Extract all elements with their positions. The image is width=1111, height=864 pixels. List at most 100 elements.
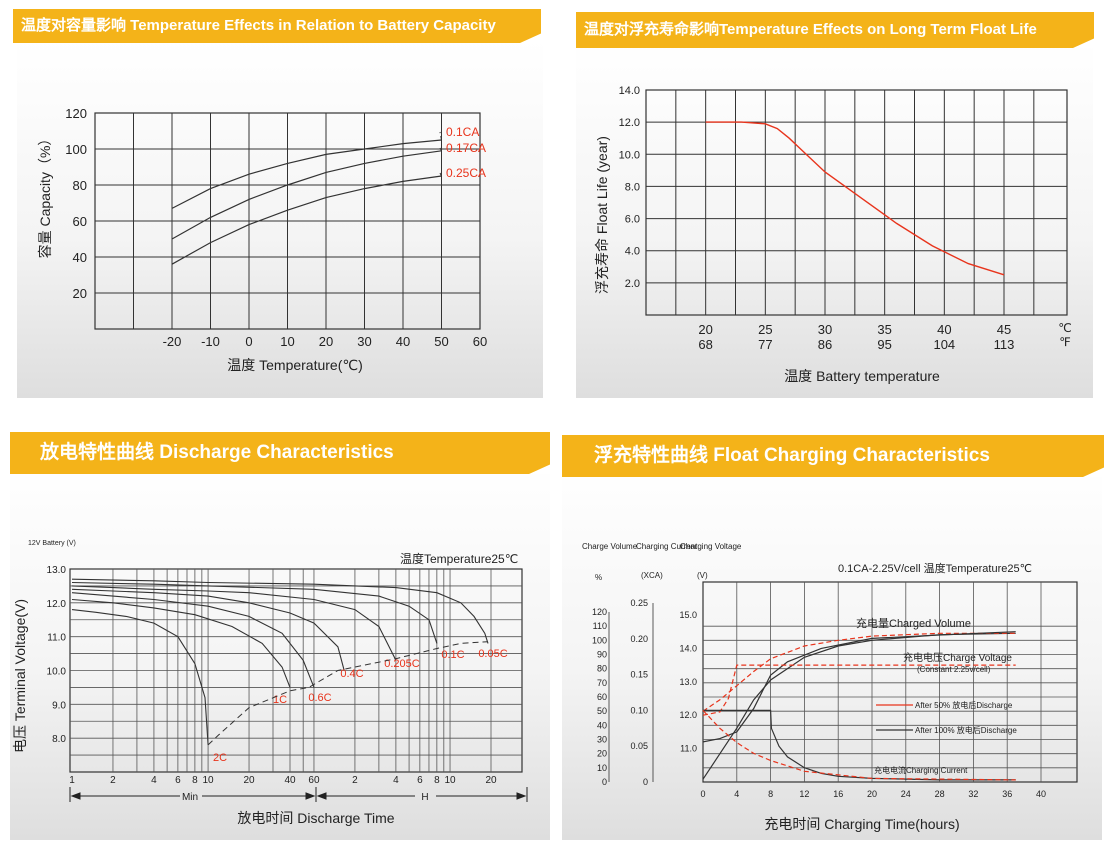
col1-label: Charge Volume <box>582 542 638 551</box>
col3-unit: (V) <box>697 571 708 580</box>
capacity-series-dash <box>439 172 442 177</box>
float-charging-chart-title: 浮充特性曲线 Float Charging Characteristics <box>562 435 1104 477</box>
charging-voltage-tick: 14.0 <box>679 643 697 653</box>
float-life-x-tick-c: 20 <box>698 322 712 337</box>
capacity-x-tick: 30 <box>357 334 371 349</box>
charging-voltage-tick: 11.0 <box>680 744 697 754</box>
capacity-x-label: 温度 Temperature(℃) <box>227 357 363 373</box>
float-charging-plot-frame <box>702 581 1078 783</box>
charge-volume-tick: 90 <box>597 650 607 660</box>
discharge-series-line <box>71 592 315 688</box>
discharge-x-tick: 4 <box>151 775 157 786</box>
capacity-y-tick: 20 <box>73 286 87 301</box>
float-life-x-unit-f: ℉ <box>1059 335 1070 349</box>
discharge-series-line <box>71 578 489 644</box>
capacity-chart-title: 温度对容量影响 Temperature Effects in Relation … <box>13 9 541 43</box>
discharge-series-line <box>71 609 209 745</box>
float-charging-x-tick: 24 <box>901 789 911 799</box>
float-charging-series-line <box>702 632 1016 780</box>
discharge-x-tick: 20 <box>243 775 255 786</box>
discharge-series-line <box>71 598 291 688</box>
float-charging-x-tick: 32 <box>968 789 978 799</box>
charging-current-tick: 0.10 <box>630 705 648 715</box>
annotation-charging-current: 充电电流Charging Current <box>874 765 968 775</box>
float-life-y-tick: 2.0 <box>625 278 640 290</box>
discharge-time-arrows <box>69 787 528 802</box>
capacity-y-label: 容量 Capacity（%） <box>37 132 53 259</box>
discharge-min-label: Min <box>182 792 198 803</box>
float-charging-x-tick: 20 <box>867 789 877 799</box>
float-life-x-tick-f: 68 <box>698 337 712 352</box>
capacity-series-dash <box>439 131 442 141</box>
discharge-h-label: H <box>421 792 428 803</box>
capacity-series-label: 0.25CA <box>446 166 486 180</box>
float-life-y-tick: 10.0 <box>619 149 640 161</box>
float-life-chart: 20 25 30 35 40 45 68 77 86 95 104 113 2.0 4.0 6.0 8.0 10… <box>594 85 1072 384</box>
annotation-charge-voltage: 充电电压Charge Voltage <box>903 651 1012 664</box>
float-charging-series-line <box>703 709 1016 781</box>
discharge-series-label: 1C <box>273 694 287 706</box>
capacity-chart: -20 -10 0 10 20 30 40 50 60 20 40 60 80 100 120 0.1CA 0… <box>37 106 487 373</box>
float-life-y-tick: 12.0 <box>619 117 640 129</box>
discharge-x-tick: 10 <box>203 775 215 786</box>
float-charging-condition: 0.1CA-2.25V/cell 温度Temperature25℃ <box>838 561 1032 575</box>
discharge-series-label: 2C <box>213 752 227 764</box>
charging-current-tick: 0 <box>643 777 648 787</box>
capacity-y-tick: 60 <box>73 214 87 229</box>
charge-volume-tick: 110 <box>593 621 607 631</box>
capacity-x-tick: 20 <box>319 334 333 349</box>
float-charging-x-tick: 36 <box>1002 789 1012 799</box>
discharge-series-label: 0.05C <box>478 648 507 660</box>
float-charging-x-tick: 40 <box>1036 789 1046 799</box>
capacity-series-dash <box>439 147 442 152</box>
discharge-series-line <box>71 585 397 661</box>
panel-discharge <box>10 462 550 840</box>
float-life-x-tick-f: 77 <box>758 337 772 352</box>
float-charging-chart: 0 4 8 12 16 20 24 28 32 36 40 0 10 20 30 40 50 60 70 80 90 10… <box>582 542 1078 832</box>
panel-float-charging <box>562 462 1102 840</box>
discharge-x-tick: 6 <box>417 775 423 786</box>
charge-volume-tick: 50 <box>597 706 607 716</box>
col3-label: Charging Voltage <box>680 542 742 551</box>
float-charging-x-tick: 0 <box>700 789 705 799</box>
float-life-x-tick-f: 113 <box>994 337 1015 352</box>
capacity-series-line <box>171 175 442 265</box>
discharge-x-tick: 6 <box>175 775 181 786</box>
float-life-x-label: 温度 Battery temperature <box>784 368 940 384</box>
charge-volume-tick: 0 <box>602 777 607 787</box>
col2-label: Charging Current <box>636 542 698 551</box>
discharge-x-tick: 2 <box>110 775 116 786</box>
capacity-series-label: 0.17CA <box>446 141 486 155</box>
discharge-series-line <box>71 588 345 671</box>
capacity-x-tick: 0 <box>245 334 252 349</box>
float-life-series-line <box>705 121 1005 276</box>
charging-current-tick: 0.15 <box>630 670 648 680</box>
capacity-x-tick: 10 <box>280 334 294 349</box>
float-life-x-tick-c: 25 <box>758 322 772 337</box>
float-life-y-tick: 6.0 <box>625 214 640 226</box>
discharge-x-tick: 60 <box>308 775 320 786</box>
discharge-series-label: 0.1C <box>441 649 464 661</box>
charging-voltage-tick: 15.0 <box>679 610 697 620</box>
discharge-x-tick: 1 <box>69 775 75 786</box>
charge-volume-tick: 80 <box>597 664 607 674</box>
discharge-series-label: 0.4C <box>340 668 363 680</box>
panel-capacity <box>17 40 543 398</box>
capacity-series-label: 0.1CA <box>446 125 479 139</box>
discharge-series-label: 0.205C <box>384 658 420 670</box>
float-life-y-label: 浮充寿命 Float Life (year) <box>594 136 610 294</box>
capacity-x-tick: 40 <box>396 334 410 349</box>
discharge-final-voltage-line <box>207 641 489 746</box>
capacity-x-tick: -10 <box>201 334 220 349</box>
capacity-series-line <box>171 150 442 240</box>
float-life-x-tick-f: 95 <box>877 337 891 352</box>
charge-volume-tick: 100 <box>592 635 607 645</box>
legend-100-label: After 100% 放电后Discharge <box>915 725 1017 735</box>
float-charging-x-tick: 16 <box>833 789 843 799</box>
discharge-temperature-label: 温度Temperature25℃ <box>400 551 518 566</box>
discharge-battery-label: 12V Battery (V) <box>28 540 76 547</box>
float-charging-x-tick: 4 <box>734 789 739 799</box>
charging-voltage-tick: 12.0 <box>679 710 697 720</box>
float-life-x-tick-c: 45 <box>997 322 1011 337</box>
